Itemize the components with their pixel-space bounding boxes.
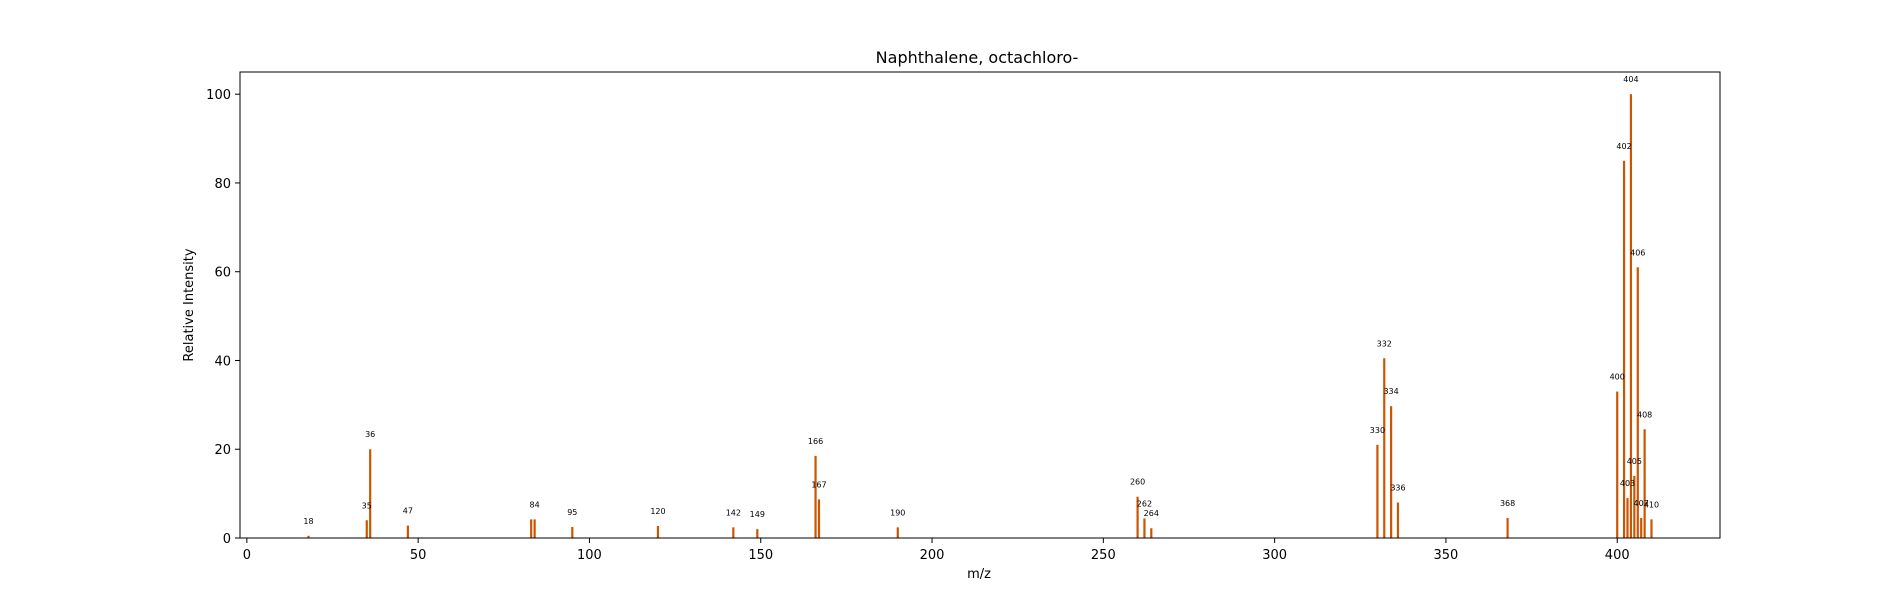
x-tick-label-0: 0 (243, 548, 251, 563)
y-tick-label-40: 40 (214, 354, 231, 369)
x-axis-label: m/z (967, 567, 991, 582)
peak-bar-407 (1640, 518, 1643, 538)
peak-bar-95 (571, 526, 574, 538)
peak-bar-18 (307, 535, 310, 538)
x-tick-label-50: 50 (410, 548, 427, 563)
peak-bar-264 (1150, 528, 1153, 538)
y-tick-label-60: 60 (214, 266, 231, 281)
peak-bar-262 (1143, 518, 1146, 538)
y-axis-label: Relative Intensity (182, 248, 197, 361)
peak-label-336: 336 (1390, 484, 1405, 493)
peak-bar-83 (530, 519, 533, 538)
peak-bar-120 (656, 526, 660, 538)
x-tick-label-300: 300 (1262, 548, 1287, 563)
peak-label-166: 166 (808, 437, 823, 446)
peak-bar-410 (1650, 519, 1653, 538)
peak-label-120: 120 (650, 507, 665, 516)
peak-label-35: 35 (362, 501, 372, 510)
y-tick-label-80: 80 (214, 177, 231, 192)
bars-layer (307, 94, 1653, 538)
peak-label-405: 405 (1627, 457, 1642, 466)
peak-bar-334 (1390, 406, 1393, 538)
x-tick-label-200: 200 (920, 548, 945, 563)
peak-label-36: 36 (365, 430, 375, 439)
peak-bar-405 (1633, 475, 1636, 538)
peak-label-400: 400 (1610, 373, 1625, 382)
peak-bar-404 (1629, 94, 1633, 538)
peak-bar-142 (732, 527, 735, 538)
peak-label-368: 368 (1500, 499, 1515, 508)
peak-label-334: 334 (1383, 387, 1398, 396)
x-tick-label-350: 350 (1434, 548, 1459, 563)
y-tick-label-100: 100 (206, 88, 231, 103)
peak-label-262: 262 (1137, 499, 1152, 508)
peak-bar-47 (406, 525, 409, 538)
x-tick-label-250: 250 (1091, 548, 1116, 563)
peak-label-167: 167 (811, 480, 826, 489)
peak-label-84: 84 (530, 500, 540, 509)
x-tick-label-100: 100 (577, 548, 602, 563)
peak-bar-402 (1622, 160, 1626, 538)
peak-bar-406 (1636, 267, 1639, 538)
peak-bar-190 (896, 527, 899, 538)
y-axis: 0 20 40 60 80 100 (206, 88, 240, 547)
peak-label-408: 408 (1637, 410, 1652, 419)
peak-bar-166 (814, 455, 817, 538)
x-tick-label-400: 400 (1605, 548, 1630, 563)
peak-label-260: 260 (1130, 478, 1145, 487)
peak-label-149: 149 (750, 510, 765, 519)
peak-bar-368 (1506, 518, 1509, 538)
peak-bar-332 (1383, 358, 1386, 538)
peak-label-404: 404 (1623, 75, 1638, 84)
peak-label-47: 47 (403, 507, 413, 516)
chart-title: Naphthalene, octachloro- (876, 48, 1079, 67)
peak-label-190: 190 (890, 508, 905, 517)
plot-frame (239, 71, 1721, 539)
peak-bar-149 (756, 529, 759, 538)
peak-label-332: 332 (1377, 339, 1392, 348)
peak-bar-400 (1616, 391, 1619, 538)
peak-bar-260 (1136, 496, 1139, 538)
x-tick-label-150: 150 (748, 548, 773, 563)
peak-bar-84 (533, 519, 536, 538)
x-axis: 0 50 100 150 200 250 300 350 400 (243, 538, 1630, 563)
peak-bar-408 (1643, 429, 1646, 538)
peak-label-406: 406 (1630, 248, 1645, 257)
y-tick-label-20: 20 (214, 443, 231, 458)
peak-label-330: 330 (1370, 426, 1385, 435)
y-tick-label-0: 0 (223, 532, 231, 547)
peak-label-142: 142 (726, 508, 741, 517)
peak-bar-35 (365, 520, 368, 538)
peak-bar-36 (369, 449, 372, 538)
peak-bar-167 (817, 499, 821, 538)
peak-bar-403 (1626, 498, 1629, 538)
peak-label-402: 402 (1616, 142, 1631, 151)
peak-bar-336 (1396, 502, 1400, 538)
peak-label-410: 410 (1644, 500, 1659, 509)
peak-label-264: 264 (1144, 509, 1159, 518)
peak-bar-330 (1376, 444, 1379, 538)
peak-label-95: 95 (567, 508, 577, 517)
peak-label-403: 403 (1620, 479, 1635, 488)
peak-label-407: 407 (1634, 499, 1649, 508)
peak-label-18: 18 (303, 517, 313, 526)
